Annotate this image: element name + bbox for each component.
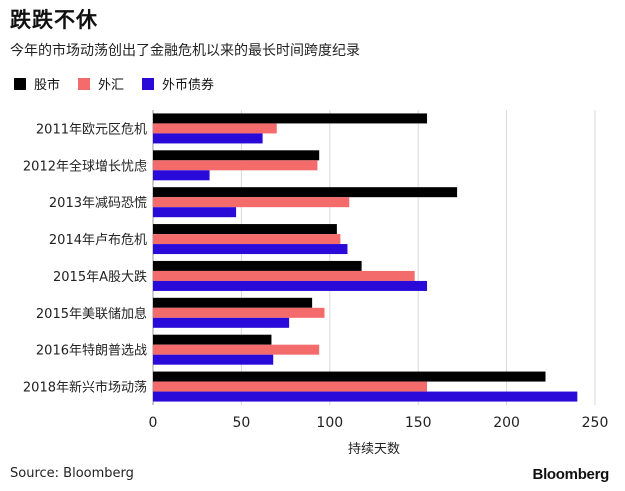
category-label: 2012年全球增长忧虑 [23, 158, 147, 174]
category-label: 2014年卢布危机 [49, 232, 147, 248]
x-axis-title: 持续天数 [348, 442, 400, 457]
bar [153, 371, 546, 382]
bar [153, 381, 428, 392]
legend-item-fx: 外汇 [78, 74, 124, 93]
legend-swatch-fx [78, 77, 91, 90]
bar [153, 317, 290, 328]
legend-swatch-stocks [14, 77, 26, 90]
x-tick-label: 0 [149, 415, 158, 431]
bar [153, 207, 237, 218]
bar [153, 391, 578, 402]
bar [153, 260, 362, 271]
chart-subtitle: 今年的市场动荡创出了金融危机以来的最长时间跨度纪录 [10, 43, 360, 59]
bar [153, 344, 320, 355]
bar [153, 160, 318, 171]
legend-label-stocks: 股市 [34, 78, 61, 93]
bar [153, 244, 348, 255]
legend-item-bonds: 外币债券 [142, 74, 214, 93]
bar [153, 280, 428, 291]
bar [153, 187, 458, 198]
chart-legend: 股市 外汇 外币债券 [14, 74, 214, 93]
bar [153, 123, 277, 134]
category-label: 2015年美联储加息 [36, 306, 147, 322]
x-tick-label: 100 [316, 415, 343, 431]
bar [153, 234, 341, 245]
category-label: 2013年减码恐慌 [49, 196, 147, 211]
x-tick-label: 150 [405, 415, 432, 431]
bar [153, 334, 272, 345]
category-label: 2011年欧元区危机 [36, 122, 147, 137]
bar [153, 150, 320, 161]
category-label: 2018年新兴市场动荡 [23, 380, 147, 396]
bar [153, 307, 325, 318]
category-labels: 2011年欧元区危机 2012年全球增长忧虑 2013年减码恐慌 2014年卢布危机 2… [23, 122, 147, 395]
bar [153, 297, 313, 308]
bar [153, 133, 263, 144]
category-label: 2016年特朗普选战 [36, 344, 147, 359]
x-tick-label: 50 [232, 415, 250, 431]
bar [153, 224, 337, 235]
bar-series [153, 113, 578, 402]
source-note: Source: Bloomberg [10, 466, 134, 481]
bloomberg-logo: Bloomberg [532, 466, 610, 483]
legend-swatch-bonds [142, 77, 155, 90]
chart-title: 跌跌不休 [10, 8, 98, 32]
bar [153, 113, 428, 124]
legend-label-bonds: 外币债券 [162, 78, 215, 93]
x-tick-labels: 0 50 100 150 200 250 [149, 415, 609, 431]
legend-label-fx: 外汇 [98, 78, 125, 93]
bar [153, 270, 415, 281]
bar [153, 197, 350, 208]
x-tick-label: 200 [493, 415, 520, 431]
bar [153, 354, 274, 365]
bar [153, 170, 210, 181]
legend-item-stocks: 股市 [14, 74, 60, 93]
x-tick-label: 250 [582, 415, 609, 431]
category-label: 2015年A股大跌 [53, 269, 147, 285]
